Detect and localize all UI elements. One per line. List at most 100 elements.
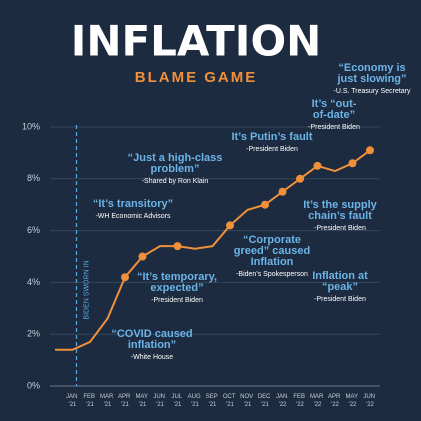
x-tick-label: JUL '21 bbox=[171, 394, 183, 408]
x-tick-label: NOV '21 bbox=[240, 394, 255, 408]
annotation-source: -U.S. Treasury Secretary bbox=[333, 88, 411, 95]
x-tick-label: DEC '21 bbox=[258, 394, 272, 408]
data-point bbox=[138, 252, 147, 261]
x-tick-label: JAN '22 bbox=[276, 394, 289, 408]
x-tick-label: APR '21 bbox=[118, 394, 132, 408]
data-point bbox=[261, 200, 269, 209]
chart-subtitle: BLAME GAME bbox=[135, 69, 258, 86]
annotation-quote: It’s Putin’s fault bbox=[231, 131, 312, 143]
annotation-quote: expected” bbox=[150, 282, 203, 294]
annotation-source: -President Biden bbox=[246, 146, 298, 153]
x-tick-year: '21 bbox=[156, 402, 164, 408]
x-tick-year: '21 bbox=[261, 402, 269, 408]
x-tick-year: '22 bbox=[349, 402, 357, 408]
x-tick-month: JUL bbox=[171, 394, 183, 400]
annotation-quote: just slowing” bbox=[336, 73, 406, 85]
x-tick-month: AUG bbox=[188, 394, 203, 400]
x-tick-month: APR bbox=[328, 394, 342, 400]
x-tick-year: '21 bbox=[121, 402, 129, 408]
x-tick-label: JUN '21 bbox=[153, 394, 166, 408]
x-tick-year: '22 bbox=[314, 402, 322, 408]
x-tick-year: '21 bbox=[244, 402, 252, 408]
x-tick-year: '21 bbox=[86, 402, 94, 408]
x-tick-month: JAN bbox=[66, 394, 79, 400]
x-tick-year: '21 bbox=[174, 402, 182, 408]
x-tick-label: APR '22 bbox=[328, 394, 342, 408]
x-tick-year: '22 bbox=[296, 402, 304, 408]
annotation-quote: It’s the supply bbox=[303, 199, 377, 211]
x-tick-label: JAN '21 bbox=[66, 394, 79, 408]
x-tick-month: NOV bbox=[240, 394, 255, 400]
annotation-quote: “Just a high-class bbox=[128, 152, 223, 164]
x-tick-label: FEB '22 bbox=[293, 394, 306, 408]
x-tick-month: SEP bbox=[206, 394, 220, 400]
annotation-quote: greed” caused bbox=[234, 245, 310, 257]
x-tick-label: MAR '21 bbox=[100, 394, 115, 408]
data-point bbox=[366, 146, 374, 155]
annotation-source: -President Biden bbox=[314, 296, 366, 303]
x-tick-month: JAN bbox=[276, 394, 289, 400]
x-tick-month: JUN bbox=[363, 394, 376, 400]
annotation-quote: “peak” bbox=[322, 281, 358, 293]
x-tick-year: '21 bbox=[191, 402, 199, 408]
annotation-source: -President Biden bbox=[151, 297, 203, 304]
x-tick-year: '21 bbox=[104, 402, 112, 408]
data-point bbox=[313, 161, 322, 170]
annotation-quote: It’s “out- bbox=[312, 98, 357, 110]
data-point bbox=[121, 273, 129, 282]
annotation-quote: “COVID caused bbox=[111, 328, 192, 340]
y-tick-label: 6% bbox=[27, 225, 40, 235]
chart-title: INFLATION bbox=[71, 17, 322, 66]
x-tick-year: '21 bbox=[139, 402, 147, 408]
x-tick-label: MAY '21 bbox=[135, 394, 149, 408]
annotation-source: -WH Economic Advisors bbox=[95, 213, 171, 220]
annotation-quote: problem” bbox=[151, 163, 200, 175]
y-tick-label: 2% bbox=[27, 329, 40, 339]
data-point bbox=[296, 174, 304, 183]
x-tick-label: JUN '22 bbox=[363, 394, 376, 408]
x-tick-month: MAR bbox=[100, 394, 115, 400]
annotation-source: -President Biden bbox=[314, 225, 366, 232]
annotation-quote: “Corporate bbox=[243, 234, 301, 246]
data-point bbox=[348, 159, 357, 168]
x-tick-year: '21 bbox=[69, 402, 77, 408]
x-tick-year: '21 bbox=[226, 402, 234, 408]
annotation-source: -White House bbox=[131, 354, 174, 361]
y-tick-label: 8% bbox=[27, 173, 40, 183]
annotation-quote: Inflation bbox=[251, 256, 294, 268]
annotation-quote: “Economy is bbox=[338, 62, 405, 74]
annotation-source: -President Biden bbox=[308, 124, 360, 131]
x-tick-label: OCT '21 bbox=[223, 394, 237, 408]
annotation-quote: chain’s fault bbox=[308, 210, 372, 222]
x-tick-month: FEB bbox=[83, 394, 96, 400]
y-tick-label: 4% bbox=[27, 277, 40, 287]
x-tick-month: DEC bbox=[258, 394, 272, 400]
x-tick-month: MAY bbox=[135, 394, 149, 400]
annotation-source: -Shared by Ron Klain bbox=[142, 178, 209, 185]
event-label: BIDEN SWORN IN bbox=[83, 260, 90, 319]
x-tick-month: MAY bbox=[345, 394, 359, 400]
annotation-quote: “It’s transitory” bbox=[93, 198, 173, 210]
x-tick-month: FEB bbox=[293, 394, 306, 400]
x-tick-label: MAR '22 bbox=[310, 394, 325, 408]
x-tick-month: MAR bbox=[310, 394, 325, 400]
annotation-source: -Biden’s Spokesperson bbox=[236, 271, 308, 278]
y-tick-label: 0% bbox=[27, 380, 40, 390]
x-tick-label: FEB '21 bbox=[83, 394, 96, 408]
annotation-quote: of-date” bbox=[313, 109, 355, 121]
x-tick-month: JUN bbox=[153, 394, 166, 400]
x-tick-year: '22 bbox=[366, 402, 374, 408]
x-tick-label: MAY '22 bbox=[345, 394, 359, 408]
x-tick-year: '22 bbox=[279, 402, 287, 408]
annotation-quote: Inflation at bbox=[312, 270, 368, 282]
x-tick-month: APR bbox=[118, 394, 132, 400]
data-point bbox=[173, 242, 182, 251]
y-tick-label: 10% bbox=[22, 121, 40, 131]
data-point bbox=[226, 221, 234, 230]
data-point bbox=[278, 187, 287, 196]
x-tick-month: OCT bbox=[223, 394, 237, 400]
x-tick-label: AUG '21 bbox=[188, 394, 203, 408]
annotation-quote: “It’s temporary, bbox=[137, 271, 217, 283]
